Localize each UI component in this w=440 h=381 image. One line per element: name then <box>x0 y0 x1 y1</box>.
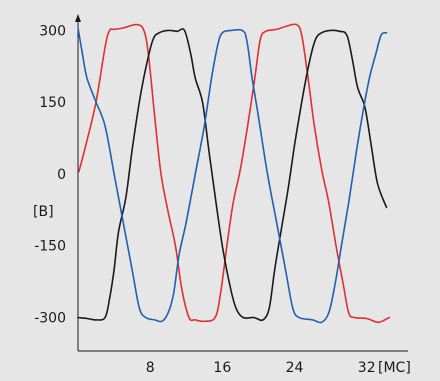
axes <box>75 14 408 352</box>
y-tick-label: 0 <box>57 167 66 183</box>
y-axis-arrow <box>75 14 81 22</box>
y-axis-label: [B] <box>33 204 54 220</box>
series-line-1 <box>78 23 391 324</box>
series-group <box>77 23 391 324</box>
tick-labels: 300 150 0 -150 -300 8 16 24 32 <box>34 23 375 376</box>
y-tick-label: 150 <box>39 95 66 111</box>
x-tick-label: 16 <box>213 360 231 376</box>
y-tick-label: 300 <box>39 23 66 39</box>
x-tick-label: 24 <box>286 360 304 376</box>
series-line-2 <box>77 28 388 322</box>
series-line-3 <box>77 27 388 324</box>
y-tick-label: -150 <box>34 239 66 255</box>
x-tick-label: 8 <box>146 360 155 376</box>
y-tick-label: -300 <box>34 311 66 327</box>
x-axis-label: [MC] <box>378 360 411 376</box>
x-tick-label: 32 <box>358 360 376 376</box>
